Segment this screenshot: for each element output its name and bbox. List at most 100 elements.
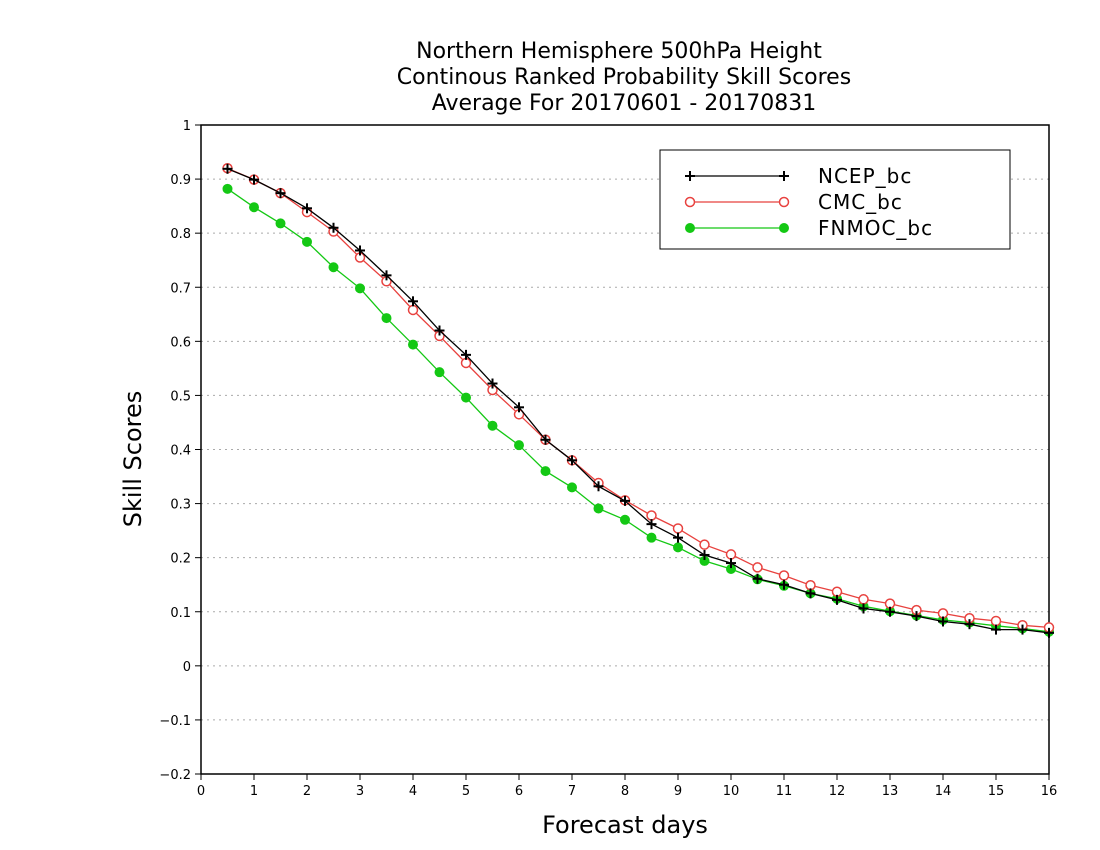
data-point-ncep-bc [514, 402, 524, 413]
legend-marker [685, 171, 695, 181]
data-point-ncep-bc [964, 619, 975, 630]
x-tick-label: 5 [462, 784, 470, 799]
data-point-fnmoc-bc [408, 339, 418, 350]
legend-label: FNMOC_bc [818, 216, 933, 240]
x-tick-label: 13 [882, 784, 899, 799]
data-point-fnmoc-bc [593, 503, 604, 514]
data-point-ncep-bc [1044, 627, 1054, 638]
x-tick-label: 11 [776, 784, 793, 799]
data-point-fnmoc-bc [487, 420, 498, 431]
legend-item-cmc-bc: CMC_bc [684, 190, 903, 214]
legend-marker [779, 223, 789, 233]
y-tick-label: 0.5 [170, 389, 191, 404]
data-point-fnmoc-bc [355, 283, 365, 294]
y-axis: −0.2 −0.1 0 0.1 0.2 0.3 0.4 0.5 0.6 0.7 0.8 0.9 1 [159, 119, 201, 783]
data-point-cmc-bc [778, 570, 790, 581]
data-point-ncep-bc [885, 606, 895, 617]
y-tick-label: 0.7 [170, 281, 191, 296]
data-point-fnmoc-bc [646, 532, 657, 543]
data-point-fnmoc-bc [275, 218, 286, 229]
data-point-fnmoc-bc [249, 202, 259, 213]
data-point-fnmoc-bc [222, 183, 233, 194]
legend-item-ncep-bc: NCEP_bc [685, 164, 911, 188]
data-point-ncep-bc [911, 611, 922, 622]
data-point-ncep-bc [222, 163, 233, 174]
x-tick-label: 10 [723, 784, 740, 799]
y-axis-label: Skill Scores [119, 391, 147, 528]
series-line-fnmoc-bc [227, 188, 1050, 633]
grid-lines [201, 178, 1049, 721]
data-point-fnmoc-bc [461, 392, 471, 403]
y-tick-label: 1 [183, 119, 191, 134]
x-tick-label: 6 [515, 784, 523, 799]
data-point-ncep-bc [355, 245, 365, 256]
data-point-cmc-bc [407, 304, 419, 316]
data-point-ncep-bc [408, 296, 418, 307]
x-tick-label: 9 [674, 784, 682, 799]
data-point-cmc-bc [699, 539, 710, 550]
data-point-fnmoc-bc [567, 482, 577, 493]
title-line-1: Northern Hemisphere 500hPa Height [416, 39, 822, 64]
y-tick-label: 0 [183, 660, 191, 675]
legend-marker [779, 171, 789, 181]
data-point-fnmoc-bc [302, 236, 312, 247]
y-tick-label: 0.1 [170, 606, 191, 621]
data-point-cmc-bc [646, 510, 657, 521]
data-point-ncep-bc [328, 222, 339, 233]
x-tick-label: 7 [568, 784, 576, 799]
data-point-fnmoc-bc [620, 514, 630, 525]
y-tick-label: −0.2 [159, 768, 191, 783]
data-point-cmc-bc [990, 615, 1002, 627]
data-point-ncep-bc [673, 532, 683, 543]
data-point-ncep-bc [991, 624, 1001, 635]
data-point-cmc-bc [752, 562, 763, 573]
data-point-ncep-bc [699, 549, 710, 560]
series-fnmoc-bc [222, 183, 1054, 637]
x-tick-label: 16 [1041, 784, 1058, 799]
x-tick-label: 14 [935, 784, 952, 799]
x-tick-label: 12 [829, 784, 846, 799]
x-axis-label: Forecast days [542, 811, 708, 839]
data-point-fnmoc-bc [434, 367, 445, 378]
data-point-fnmoc-bc [381, 313, 392, 324]
data-point-ncep-bc [938, 616, 948, 627]
x-tick-label: 4 [409, 784, 417, 799]
data-point-fnmoc-bc [673, 542, 683, 553]
x-tick-label: 3 [356, 784, 364, 799]
legend-marker [684, 196, 696, 208]
x-tick-label: 15 [988, 784, 1005, 799]
legend-marker [778, 196, 790, 208]
data-point-cmc-bc [858, 594, 869, 605]
data-point-ncep-bc [434, 325, 445, 336]
x-tick-label: 0 [197, 784, 205, 799]
legend-marker [685, 223, 695, 233]
x-tick-label: 1 [250, 784, 258, 799]
data-point-ncep-bc [540, 434, 551, 445]
data-point-ncep-bc [779, 579, 789, 590]
title-line-3: Average For 20170601 - 20170831 [432, 91, 817, 116]
y-tick-label: 0.4 [170, 444, 191, 459]
data-point-ncep-bc [805, 588, 816, 599]
data-point-ncep-bc [567, 455, 577, 466]
data-point-ncep-bc [646, 519, 657, 530]
x-tick-label: 8 [621, 784, 629, 799]
legend-label: CMC_bc [818, 190, 903, 214]
data-point-ncep-bc [752, 573, 763, 584]
data-point-ncep-bc [1017, 624, 1028, 635]
data-point-ncep-bc [302, 203, 312, 214]
data-point-ncep-bc [726, 558, 736, 569]
data-point-ncep-bc [593, 481, 604, 492]
x-axis: 0 1 2 3 4 5 6 7 8 9 10 11 12 13 14 15 16 [197, 774, 1057, 799]
data-point-ncep-bc [249, 174, 259, 185]
data-point-ncep-bc [832, 594, 842, 605]
data-point-fnmoc-bc [540, 466, 551, 477]
y-tick-label: 0.9 [170, 173, 191, 188]
x-tick-label: 2 [303, 784, 311, 799]
data-point-ncep-bc [858, 603, 869, 614]
title-line-2: Continous Ranked Probability Skill Score… [397, 65, 851, 90]
data-point-ncep-bc [487, 378, 498, 389]
data-point-ncep-bc [275, 188, 286, 199]
chart-title: Northern Hemisphere 500hPa Height Contin… [397, 39, 851, 116]
